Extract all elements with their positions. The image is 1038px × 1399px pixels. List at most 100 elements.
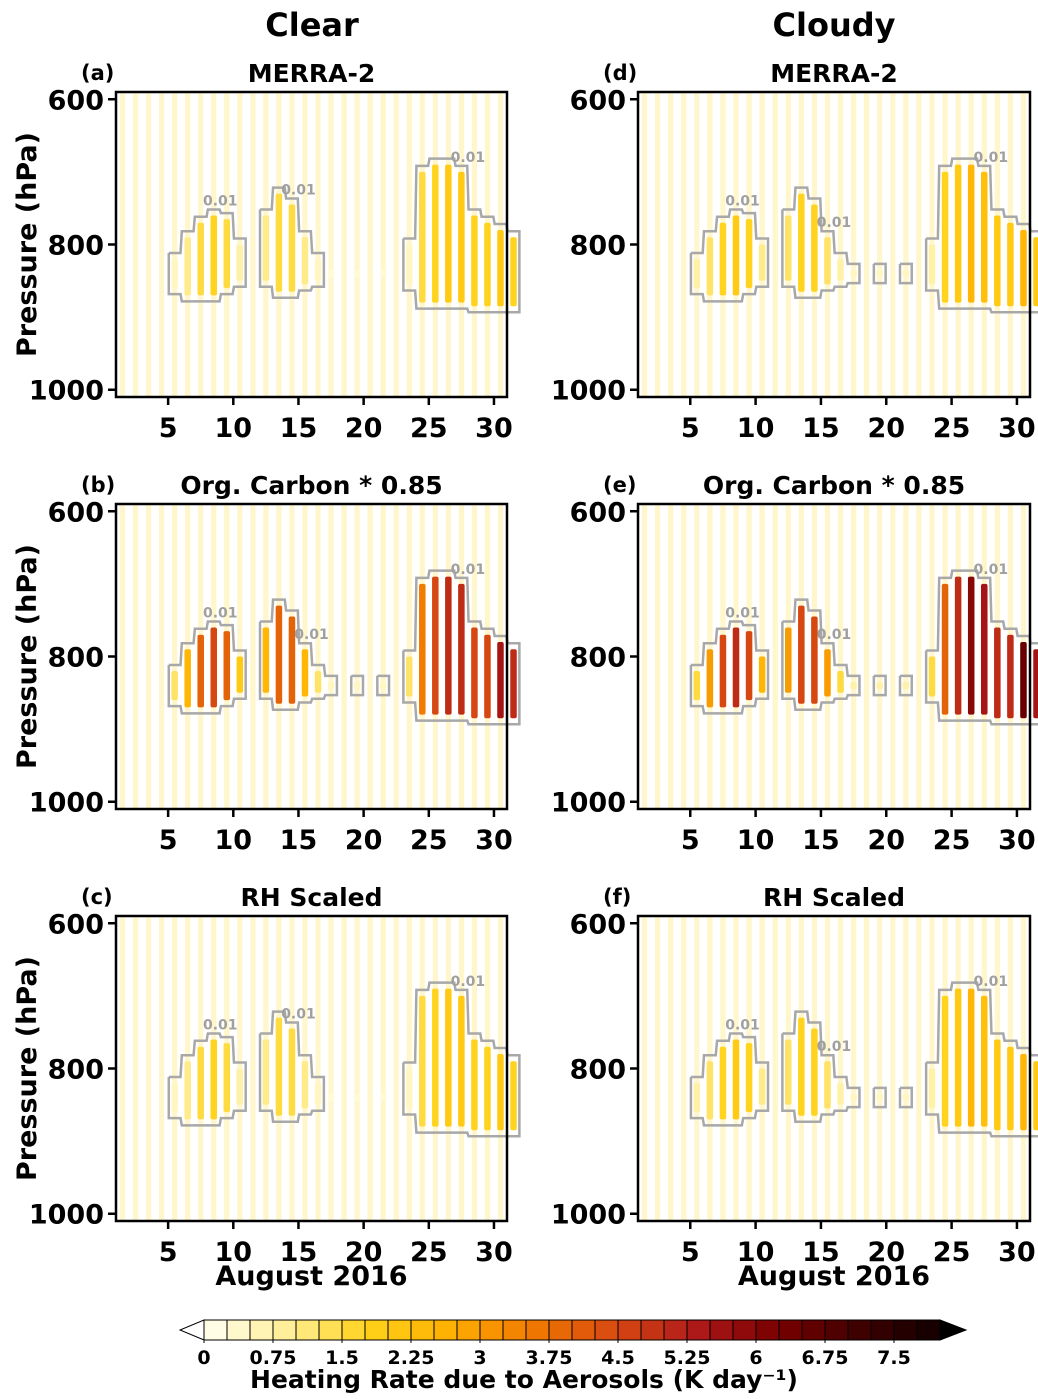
x-axis-label: August 2016 xyxy=(738,1261,930,1292)
heating-cell xyxy=(484,222,491,307)
x-tick-label: 30 xyxy=(475,825,513,856)
contour xyxy=(924,569,1038,726)
heating-cell xyxy=(314,259,322,281)
colorbar-tick-label: 3.75 xyxy=(526,1347,573,1369)
y-tick-label: 1000 xyxy=(551,1200,626,1231)
background-stripe xyxy=(119,504,126,809)
background-stripe xyxy=(393,916,399,1221)
colorbar-box xyxy=(571,1319,596,1341)
panel-title: RH Scaled xyxy=(763,883,905,912)
heating-cell xyxy=(902,681,910,690)
colorbar-box xyxy=(341,1319,366,1341)
colorbar-box xyxy=(893,1319,918,1341)
panel-title: MERRA-2 xyxy=(770,59,898,88)
background-stripe xyxy=(850,504,857,809)
x-tick-label: 20 xyxy=(345,825,383,856)
heating-cell xyxy=(994,1039,1001,1131)
x-tick-label: 5 xyxy=(159,413,178,444)
heating-cell xyxy=(798,193,805,292)
contour xyxy=(872,1086,887,1109)
contour-label: 0.01 xyxy=(294,627,329,643)
heating-cell xyxy=(693,259,701,289)
x-tick-label: 5 xyxy=(681,1237,700,1268)
colorbar-extend-high xyxy=(939,1319,968,1341)
background-stripe xyxy=(172,92,178,397)
heating-cell xyxy=(301,237,309,285)
colorbar-tick-label: 6.75 xyxy=(802,1347,849,1369)
colorbar-box xyxy=(410,1319,435,1341)
contour-label: 0.01 xyxy=(451,150,486,166)
heating-cell xyxy=(1020,1053,1027,1131)
heating-cell xyxy=(967,576,975,715)
x-tick-label: 25 xyxy=(933,825,971,856)
heating-cell xyxy=(928,1068,936,1109)
heating-cell xyxy=(497,641,504,719)
heating-cell xyxy=(745,1043,753,1113)
background-stripe xyxy=(850,916,857,1221)
background-stripe xyxy=(354,92,360,397)
contour xyxy=(402,569,521,726)
contour-label: 0.01 xyxy=(281,1007,316,1023)
heating-cell xyxy=(405,1068,413,1109)
colorbar-box xyxy=(686,1319,711,1341)
heating-cell xyxy=(262,1039,270,1105)
x-tick-label: 20 xyxy=(867,1237,905,1268)
y-tick-label: 1000 xyxy=(551,376,626,407)
heating-cell xyxy=(327,681,335,690)
heating-cell xyxy=(471,627,478,719)
heating-cell xyxy=(941,583,949,715)
heating-cell xyxy=(811,204,818,292)
heating-cell xyxy=(445,988,452,1127)
y-tick-label: 600 xyxy=(48,85,104,116)
colorbar-extend-low xyxy=(178,1319,205,1341)
colorbar-tick-label: 7.5 xyxy=(877,1347,911,1369)
heating-cell xyxy=(445,164,452,303)
heating-cell xyxy=(432,988,439,1127)
colorbar-box xyxy=(502,1319,527,1341)
heating-cell xyxy=(811,616,818,704)
background-stripe xyxy=(654,504,661,809)
background-stripe xyxy=(890,916,896,1221)
heating-cell xyxy=(458,583,465,715)
contour xyxy=(167,620,247,715)
x-tick-label: 15 xyxy=(280,413,318,444)
contour xyxy=(402,981,521,1138)
panel-label: (c) xyxy=(81,885,113,909)
heating-cell xyxy=(876,1093,883,1102)
heating-cell xyxy=(405,656,413,697)
heating-cell xyxy=(510,1061,517,1131)
x-tick-label: 20 xyxy=(867,825,905,856)
contour xyxy=(781,186,861,299)
background-stripe xyxy=(654,92,661,397)
background-stripe xyxy=(877,916,883,1221)
heating-cell xyxy=(954,988,962,1127)
background-stripe xyxy=(916,504,922,809)
x-tick-label: 10 xyxy=(737,825,775,856)
x-tick-label: 10 xyxy=(215,1237,253,1268)
heating-cell xyxy=(706,649,714,708)
background-stripe xyxy=(903,916,909,1221)
background-stripe xyxy=(641,92,648,397)
background-stripe xyxy=(694,504,700,809)
heating-cell xyxy=(706,1061,714,1120)
background-stripe xyxy=(668,916,674,1221)
y-tick-label: 600 xyxy=(570,909,626,940)
heating-cell xyxy=(732,215,740,296)
heating-cell xyxy=(379,681,387,690)
background-stripe xyxy=(890,92,896,397)
heating-cell xyxy=(994,627,1001,719)
background-stripe xyxy=(641,916,648,1221)
x-tick-label: 20 xyxy=(345,1237,383,1268)
colorbar-tick-label: 3 xyxy=(473,1347,486,1369)
heating-cell xyxy=(758,656,766,693)
heating-cell xyxy=(236,1068,244,1105)
heating-cell xyxy=(510,649,517,719)
colorbar-tick-label: 6 xyxy=(749,1347,762,1369)
panel-title: RH Scaled xyxy=(241,883,383,912)
x-tick-label: 15 xyxy=(802,1237,840,1268)
background-stripe xyxy=(159,92,165,397)
contour xyxy=(689,620,770,715)
background-stripe xyxy=(641,504,648,809)
heating-cell xyxy=(1033,1061,1038,1131)
background-stripe xyxy=(890,504,896,809)
